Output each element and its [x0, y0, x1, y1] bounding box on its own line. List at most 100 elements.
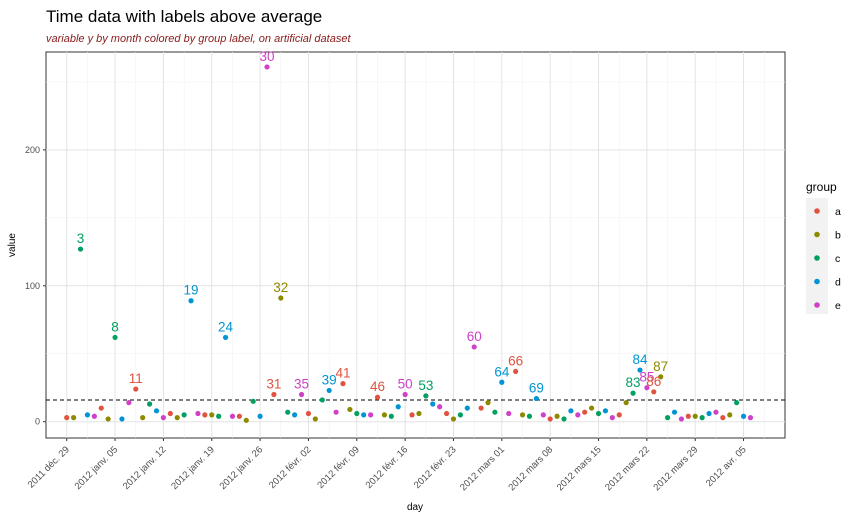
data-point-d — [533, 395, 539, 402]
data-point-a — [98, 405, 104, 411]
data-point-e — [747, 415, 754, 421]
data-point-d — [706, 410, 712, 417]
legend-key-e — [814, 302, 820, 308]
data-point-b — [450, 416, 457, 422]
data-point-e — [713, 409, 719, 415]
point-label: 3 — [77, 231, 85, 246]
data-point-e — [160, 415, 167, 421]
data-point-a — [685, 413, 691, 419]
data-point-e — [368, 412, 374, 418]
data-point-e — [609, 415, 615, 421]
data-point-e — [298, 391, 305, 398]
data-point-c — [181, 412, 187, 418]
legend-title: group — [806, 180, 837, 194]
data-point-c — [526, 413, 533, 419]
point-label: 46 — [370, 379, 385, 394]
point-label: 86 — [646, 374, 661, 389]
point-label: 30 — [259, 49, 274, 64]
data-point-c — [388, 413, 394, 419]
data-point-d — [292, 412, 298, 418]
data-point-d — [568, 408, 574, 414]
data-point-c — [561, 416, 567, 422]
x-tick-label: 2012 févr. 16 — [364, 444, 411, 491]
data-point-a — [547, 416, 553, 422]
point-label: 19 — [184, 283, 199, 298]
data-point-d — [602, 408, 609, 414]
data-point-b — [623, 400, 629, 406]
data-point-a — [478, 405, 484, 411]
data-point-c — [630, 390, 636, 396]
data-point-d — [637, 367, 643, 373]
x-tick-label: 2011 déc. 29 — [26, 444, 72, 490]
y-axis-ticks: 0 100 200 — [25, 145, 46, 427]
x-tick-label: 2012 févr. 09 — [315, 444, 362, 491]
point-label: 64 — [494, 364, 510, 379]
data-point-e — [91, 413, 97, 419]
point-label: 60 — [467, 329, 482, 344]
data-point-c — [492, 409, 498, 415]
data-point-b — [658, 374, 664, 380]
legend-label-d: d — [835, 277, 841, 289]
legend-key-b — [814, 231, 820, 238]
data-point-a — [443, 410, 450, 417]
data-point-c — [285, 409, 291, 415]
y-tick-label: 0 — [35, 417, 40, 427]
legend-key-d — [814, 278, 820, 285]
x-tick-label: 2012 janv. 19 — [169, 444, 217, 492]
x-tick-label: 2012 avr. 05 — [704, 444, 749, 489]
point-label: 8 — [111, 319, 119, 334]
point-label: 31 — [266, 377, 281, 392]
data-point-c — [250, 398, 256, 404]
legend-label-c: c — [835, 253, 840, 265]
data-point-b — [381, 412, 388, 418]
y-axis-title: value — [7, 233, 18, 257]
data-point-d — [499, 379, 505, 385]
data-point-b — [243, 417, 249, 423]
data-point-a — [374, 394, 381, 400]
point-label: 41 — [335, 366, 350, 381]
data-point-b — [347, 406, 353, 413]
x-tick-label: 2012 janv. 05 — [73, 444, 121, 492]
legend-key-a — [814, 208, 820, 214]
data-point-a — [616, 412, 622, 418]
x-tick-label: 2012 janv. 26 — [218, 444, 266, 492]
point-label: 83 — [626, 375, 641, 390]
data-point-a — [236, 413, 242, 419]
data-point-c — [354, 410, 360, 417]
data-point-e — [437, 404, 443, 410]
data-point-b — [416, 410, 422, 417]
data-point-e — [471, 344, 477, 350]
point-label: 53 — [418, 378, 433, 393]
data-point-d — [671, 409, 678, 415]
chart-title: Time data with labels above average — [46, 7, 322, 26]
data-point-e — [264, 64, 270, 70]
data-point-a — [340, 381, 346, 387]
data-point-e — [540, 412, 546, 418]
x-tick-label: 2012 mars 22 — [603, 444, 652, 493]
data-point-d — [395, 404, 401, 410]
data-point-d — [464, 405, 470, 411]
data-point-b — [485, 400, 491, 406]
data-point-a — [202, 412, 208, 418]
legend-label-a: a — [835, 206, 841, 218]
point-label: 24 — [218, 319, 234, 334]
data-point-b — [554, 413, 560, 419]
data-point-c — [112, 334, 118, 341]
x-tick-label: 2012 mars 08 — [506, 444, 555, 493]
x-tick-label: 2012 févr. 02 — [267, 444, 314, 491]
data-point-d — [153, 408, 160, 414]
data-point-e — [506, 410, 512, 417]
data-point-c — [146, 401, 153, 407]
data-point-a — [271, 391, 277, 398]
data-point-c — [216, 413, 222, 419]
data-point-b — [105, 416, 111, 422]
point-label: 39 — [322, 372, 337, 387]
x-axis-title: day — [407, 502, 423, 513]
point-label: 87 — [653, 359, 668, 374]
x-tick-label: 2012 mars 01 — [458, 444, 507, 493]
data-point-a — [513, 368, 519, 375]
legend-key-c — [814, 255, 820, 261]
